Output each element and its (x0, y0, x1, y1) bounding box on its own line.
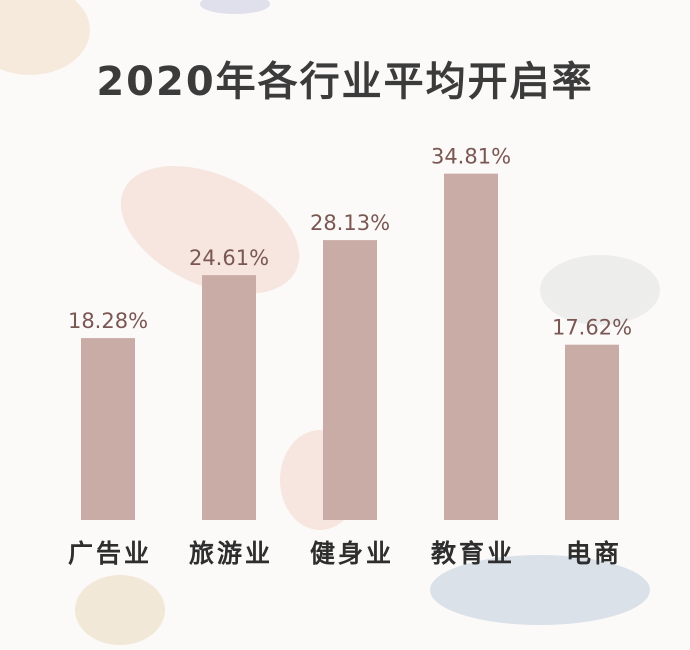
x-tick-label: 旅游业 (189, 539, 273, 568)
bar (565, 344, 619, 520)
bar (444, 173, 498, 520)
x-tick-label: 健身业 (310, 539, 394, 568)
bar (323, 240, 377, 520)
x-tick-label: 教育业 (431, 539, 515, 568)
value-label: 28.13% (310, 211, 390, 235)
background-decoration (0, 0, 660, 645)
value-label: 34.81% (431, 145, 511, 169)
value-label: 18.28% (68, 309, 148, 333)
value-label: 24.61% (189, 246, 269, 270)
x-tick-label: 电商 (566, 539, 622, 568)
value-label: 17.62% (552, 316, 632, 340)
chart-title: 2020年各行业平均开启率 (96, 59, 593, 105)
bar (202, 275, 256, 520)
x-tick-label: 广告业 (68, 539, 152, 568)
bar (81, 338, 135, 520)
